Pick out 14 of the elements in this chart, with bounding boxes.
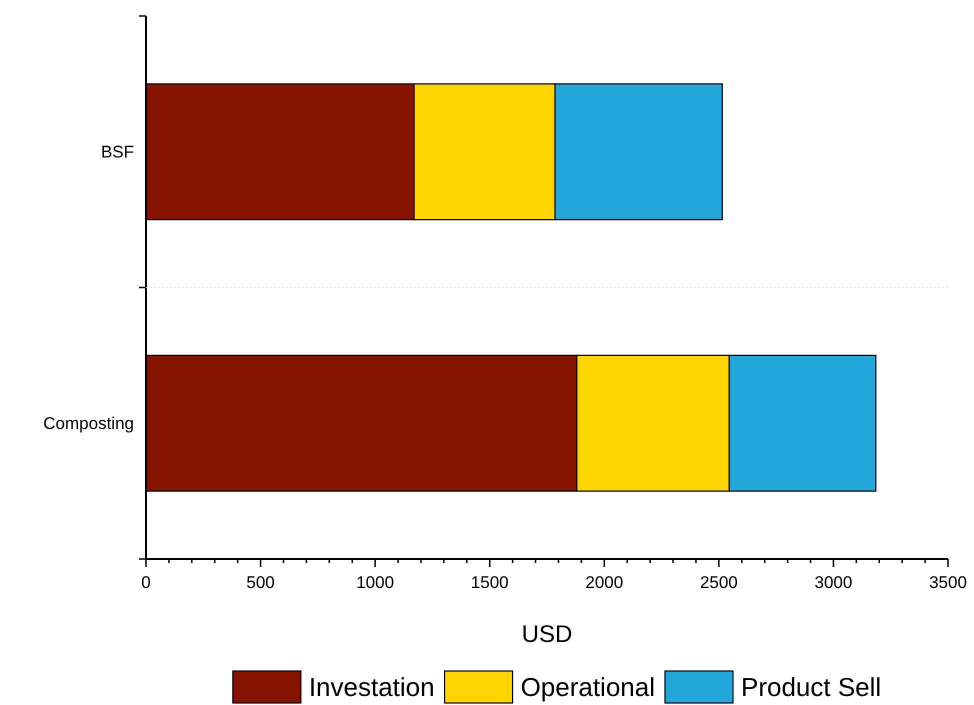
x-tick-label: 500 bbox=[246, 573, 275, 592]
x-tick-label: 1000 bbox=[356, 573, 394, 592]
y-tick-label: Composting bbox=[43, 414, 134, 434]
x-axis-title: USD bbox=[522, 621, 572, 648]
legend-label: Operational bbox=[520, 672, 655, 702]
y-tick-label: BSF bbox=[100, 142, 134, 162]
x-tick-label: 0 bbox=[141, 573, 151, 592]
x-tick-label: 1500 bbox=[470, 573, 509, 592]
x-tick-label: 3500 bbox=[929, 573, 967, 592]
legend-label: Product Sell bbox=[740, 672, 882, 702]
x-tick-label: 2500 bbox=[700, 573, 738, 592]
x-tick-label: 2000 bbox=[585, 573, 624, 592]
x-tick-label: 3000 bbox=[814, 573, 852, 592]
legend-label: Investation bbox=[308, 672, 435, 702]
